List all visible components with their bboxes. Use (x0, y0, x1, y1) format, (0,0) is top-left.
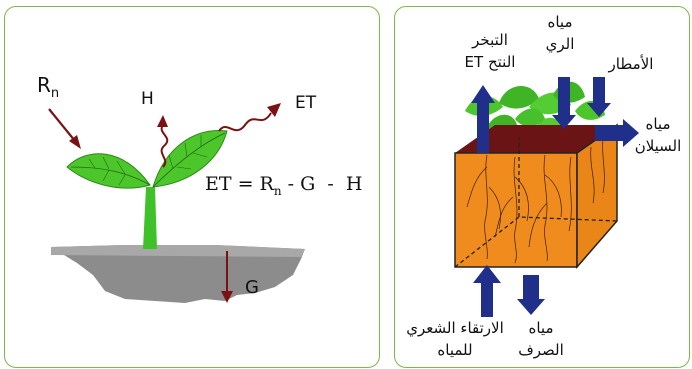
rn-arrow (48, 108, 76, 142)
energy-balance-diagram (48, 103, 305, 303)
rain-arrow (587, 77, 611, 117)
water-balance-panel: التبخر النتح ET مياه الري الأمطار مياه ا… (394, 6, 690, 368)
water-balance-diagram (454, 77, 639, 317)
h-arrow (160, 124, 169, 168)
h-label: H (141, 89, 154, 109)
irrigation-label: مياه الري (545, 13, 575, 53)
et-equation: ET = Rn - G - H (205, 173, 363, 198)
roots (466, 138, 605, 264)
drainage-arrow (517, 275, 545, 315)
energy-balance-panel: Rn H ET G ET = Rn - G - H (4, 6, 380, 368)
irrigation-arrow (552, 77, 576, 129)
plant-stem (143, 187, 157, 249)
et-label: ET (295, 93, 317, 113)
right-leaf (152, 130, 228, 188)
et-arrow (218, 112, 272, 132)
runoff-label: مياه السيلان (634, 115, 682, 155)
rn-label: Rn (37, 73, 60, 101)
soil-top (455, 125, 617, 153)
evapotranspiration-arrow (471, 85, 495, 153)
drainage-label: مياه الصرف (518, 319, 564, 359)
soil-surface (51, 245, 305, 303)
runoff-arrow (595, 119, 639, 147)
capillary-rise-label: الارتقاء الشعري للمياه (406, 319, 504, 359)
g-label: G (245, 277, 259, 298)
capillary-rise-arrow (473, 265, 501, 317)
rain-label: الأمطار (608, 55, 654, 73)
evapotranspiration-label: التبخر النتح ET (464, 31, 516, 71)
